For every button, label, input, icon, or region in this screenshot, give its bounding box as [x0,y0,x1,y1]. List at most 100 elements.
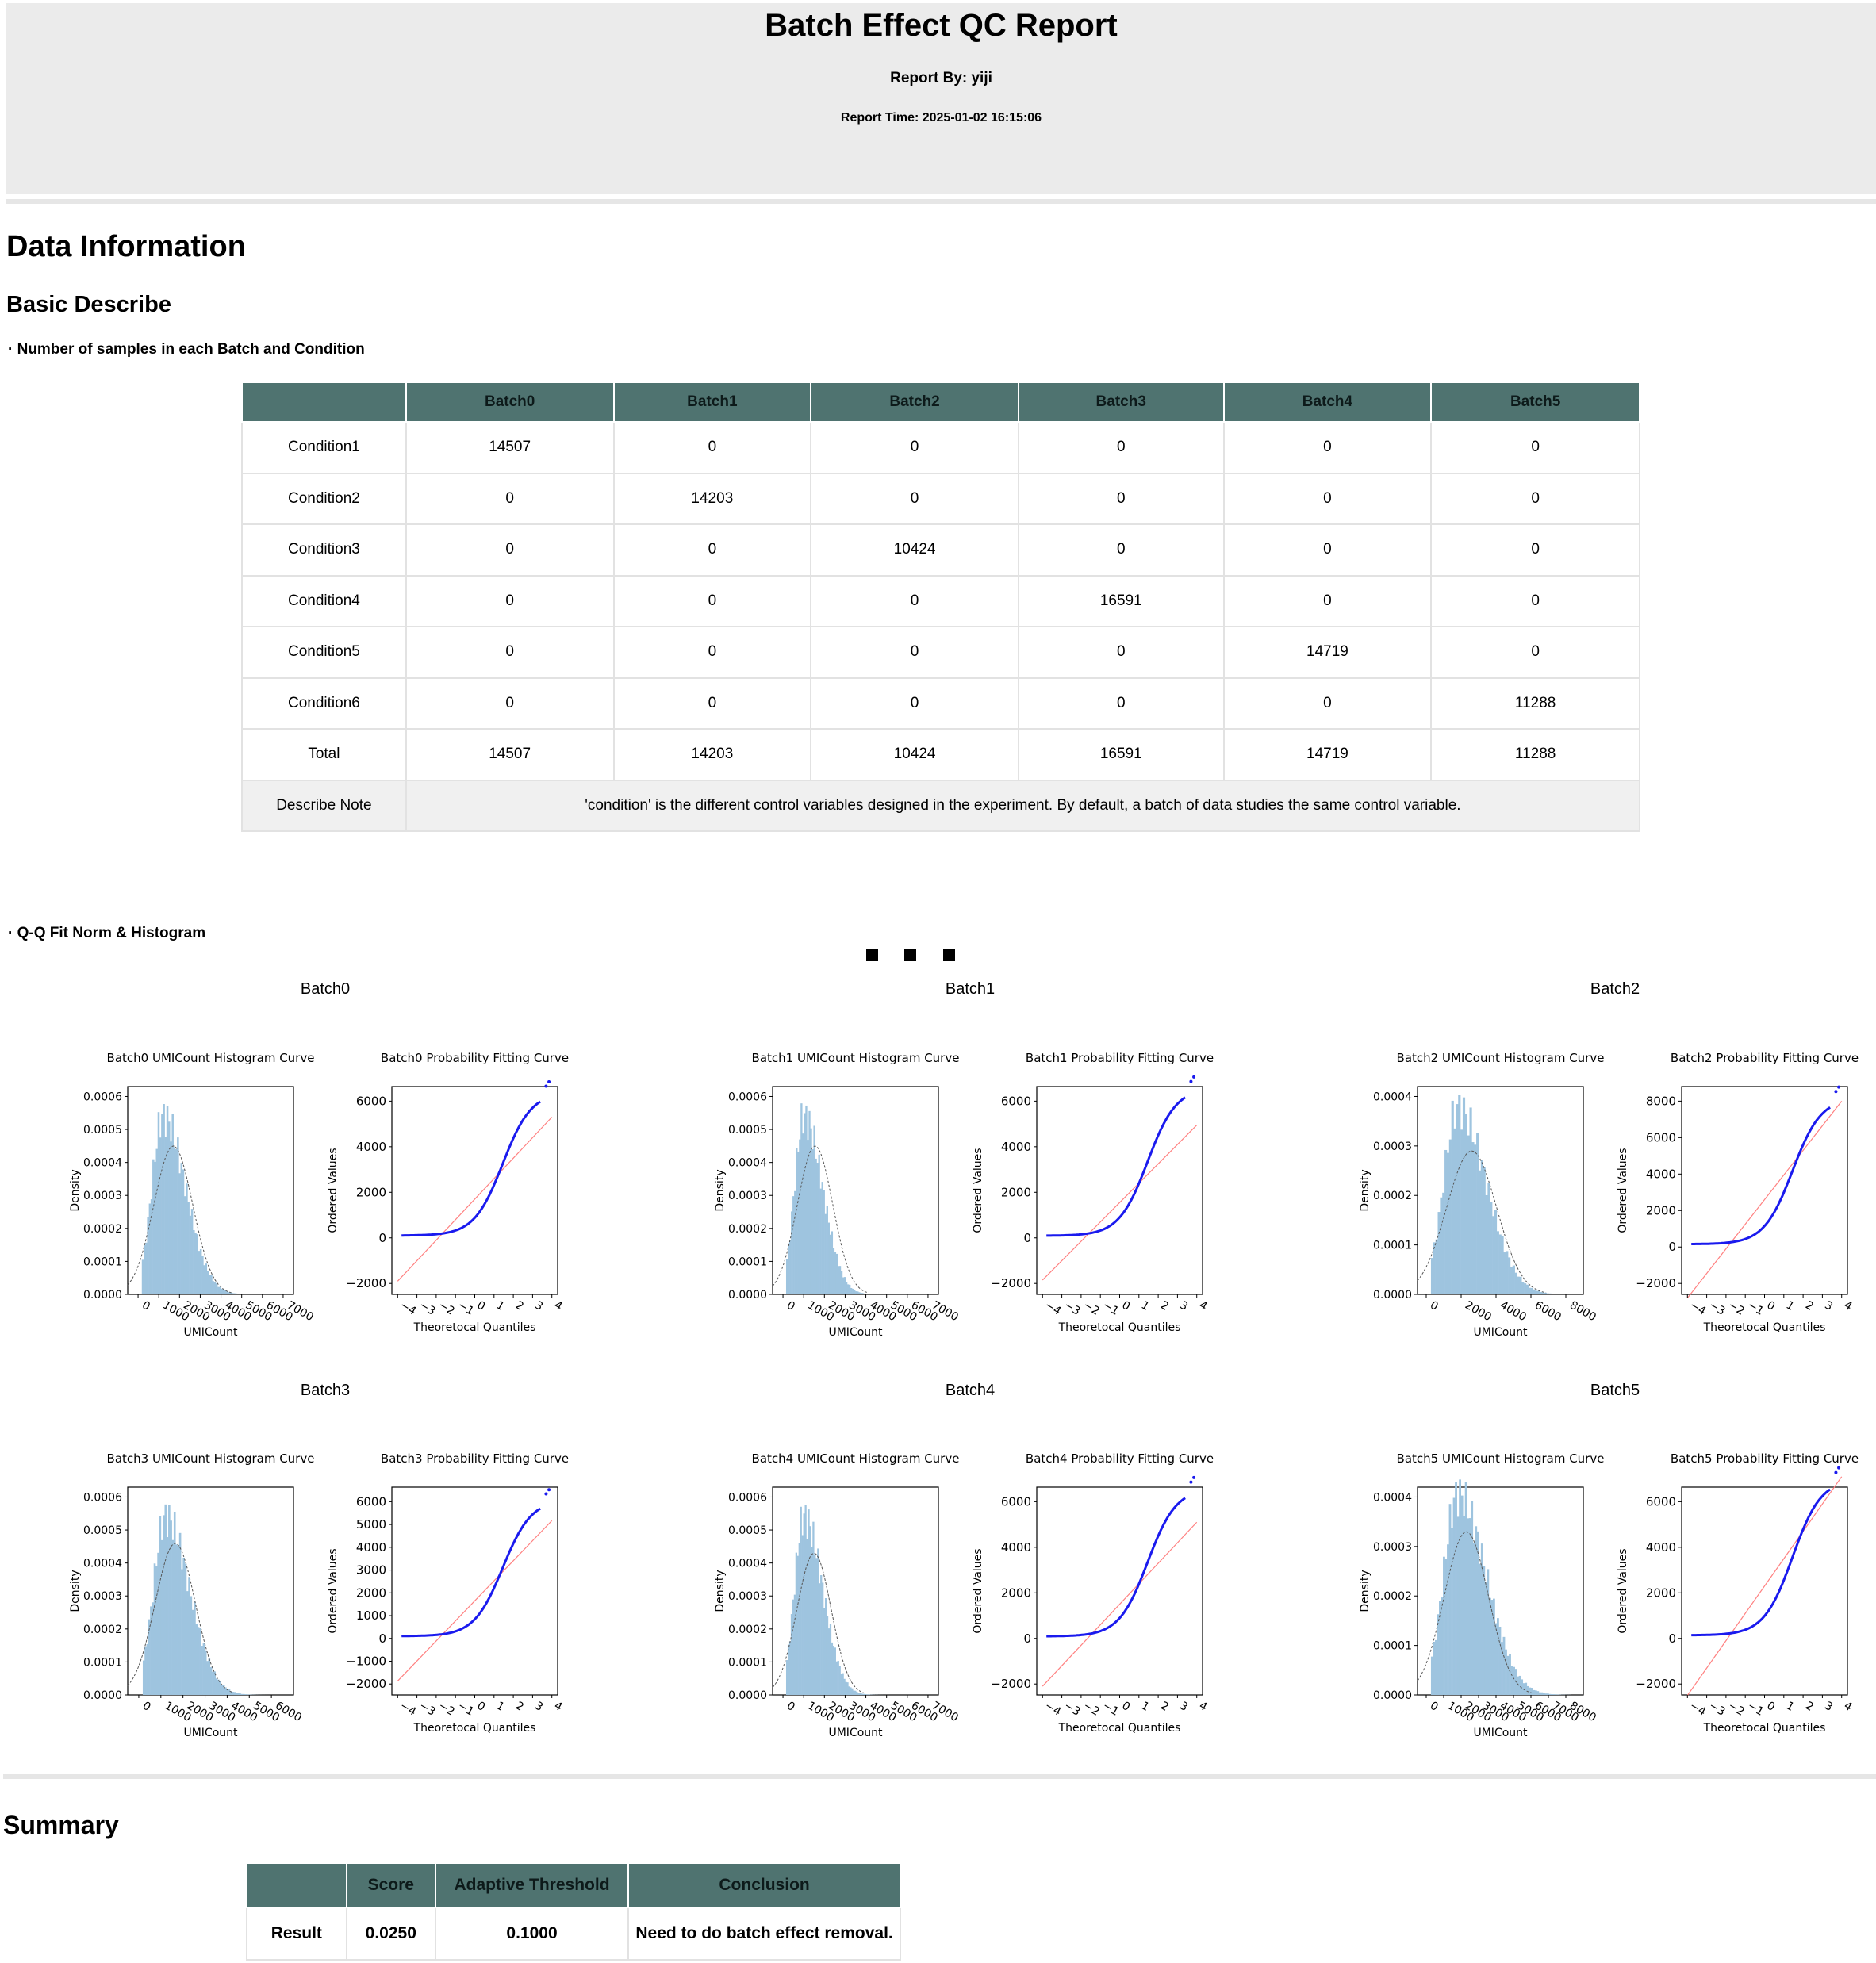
histogram-bar [1440,1197,1443,1294]
histogram-bar [866,1694,869,1695]
y-tick-label: 0.0000 [83,1689,122,1702]
histogram-bar [848,1686,850,1695]
qq-reference-line [1686,1476,1843,1696]
x-tick-label: 6000 [273,1700,304,1725]
histogram-bar [1467,1518,1470,1695]
histogram-bar [1497,1618,1499,1695]
histogram-bar [247,1694,251,1695]
histogram-bar [819,1583,821,1695]
y-tick-label: 2000 [356,1585,386,1600]
histogram-bar [215,1678,218,1695]
histogram-bar [239,1693,242,1695]
x-tick-label: 1 [1784,1299,1797,1313]
table-cell: 0 [1222,677,1433,730]
histogram-bar [1460,1129,1464,1294]
qq-reference-line [1042,1125,1198,1281]
row-label: Condition5 [241,626,407,679]
histogram-bar [1480,1160,1483,1294]
histogram-bar [219,1681,221,1695]
x-axis-label: UMICount [1473,1326,1528,1339]
table-cell: 0 [1017,523,1225,577]
histogram-bar [792,1599,795,1695]
section-heading-data-information: Data Information [6,230,246,263]
histogram-bar [183,1196,186,1294]
y-tick-label: 0.0003 [83,1590,122,1603]
histogram-bar [831,1231,834,1294]
y-axis-label: Density [1359,1570,1372,1612]
chart-title: Batch1 UMICount Histogram Curve [752,1051,960,1065]
histogram-bar [788,1641,792,1695]
histogram-bar [146,1643,149,1695]
histogram-bar [831,1642,834,1695]
y-tick-label: −2000 [346,1677,386,1691]
qq-outlier-point [1192,1075,1196,1079]
qq-outlier-point [547,1488,551,1492]
carousel-dot[interactable] [904,949,916,961]
y-tick-label: −2000 [1636,1276,1676,1290]
histogram-bar [173,1511,176,1695]
histogram-bar [155,1148,159,1294]
histogram-bar [1437,1614,1440,1695]
histogram-bar [1494,1210,1498,1294]
histogram-bar [1540,1692,1544,1695]
row-label: Total [241,728,407,781]
table-cell: 16591 [1017,728,1225,781]
histogram-bar [857,1291,859,1294]
histogram-bar [1441,1597,1444,1695]
histogram-bar [1517,1276,1520,1294]
histogram-bar [208,1658,211,1695]
y-axis-label: Ordered Values [1617,1148,1629,1233]
table-cell: 11288 [1430,728,1640,781]
x-tick-label: 6000 [1533,1299,1563,1325]
y-tick-label: 0.0004 [728,1157,767,1170]
y-tick-label: 0.0001 [1373,1240,1412,1252]
qq-points-curve [1046,1096,1186,1237]
histogram-bar [807,1140,809,1294]
histogram-bar [1526,1685,1529,1695]
normal-fit-curve [127,1543,234,1693]
table-cell: 0 [1430,574,1640,627]
histogram-bar [1546,1693,1549,1695]
x-tick-label: 1 [1139,1299,1152,1313]
histogram-bar [1443,1556,1445,1695]
y-tick-label: 0.0006 [83,1491,122,1504]
column-header: Batch4 [1222,381,1433,423]
histogram-bar [1542,1693,1545,1695]
x-tick-label: −4 [397,1700,418,1719]
histogram-bar [209,1275,211,1294]
column-header: Batch0 [405,381,615,423]
histogram-bar [837,1661,839,1695]
histogram-bar [228,1292,230,1294]
histogram-bar [150,1199,153,1294]
x-tick-label: 3 [532,1700,545,1714]
y-tick-label: 0.0002 [728,1223,767,1236]
histogram-bar [1460,1495,1464,1695]
qq-outlier-point [1189,1480,1193,1484]
x-axis-label: Theoretocal Quantiles [1058,1321,1181,1334]
histogram-bar [1538,1692,1541,1695]
y-tick-label: 0.0001 [728,1256,767,1268]
x-tick-label: 2 [1158,1700,1171,1714]
carousel-dot[interactable] [943,949,955,961]
table-cell: 0 [1222,574,1433,627]
row-label: Condition4 [241,574,407,627]
score-value: 0.0250 [345,1907,436,1961]
histogram-bar [1471,1501,1474,1695]
y-tick-label: −2000 [991,1677,1031,1691]
histogram-bar [1502,1636,1506,1695]
threshold-value: 0.1000 [434,1907,630,1961]
y-axis-label: Density [714,1169,727,1211]
x-tick-label: 3 [532,1299,545,1313]
histogram-bar [1503,1252,1506,1294]
x-tick-label: 2000 [1463,1299,1494,1325]
batch-title: Batch0 [300,980,351,998]
chart-title: Batch0 UMICount Histogram Curve [107,1051,315,1065]
histogram-bar [1448,1139,1452,1294]
x-tick-label: 0 [785,1299,797,1313]
table-cell: 11288 [1430,677,1640,730]
carousel-dot[interactable] [866,949,878,961]
histogram-bar [188,1577,190,1695]
qq-outlier-point [547,1080,551,1084]
histogram-bar [791,1211,793,1294]
histogram-bar [800,1506,802,1695]
